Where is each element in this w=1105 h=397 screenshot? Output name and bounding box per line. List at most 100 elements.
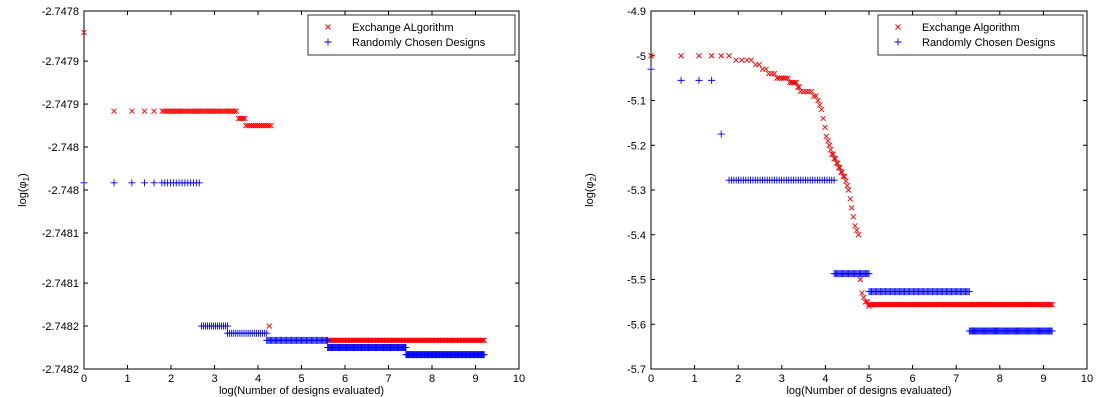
data-point <box>648 52 654 59</box>
y-tick-label: -5 <box>636 51 646 63</box>
y-axis-label-subscript: 2 <box>589 176 598 181</box>
data-point <box>141 108 148 115</box>
data-point <box>860 294 867 301</box>
data-point <box>771 70 778 77</box>
data-point <box>796 84 803 90</box>
legend-entry: Exchange ALgorithm <box>352 22 454 34</box>
data-point <box>852 222 858 229</box>
y-tick-label: -5.6 <box>627 319 646 331</box>
y-tick-label: -5.3 <box>627 185 646 197</box>
y-tick-label: -2.748 <box>48 142 79 154</box>
data-point <box>803 88 810 95</box>
data-point <box>833 160 840 166</box>
data-point <box>756 61 762 68</box>
plot-area <box>83 10 520 370</box>
y-tick-label: -2.7482 <box>42 321 79 333</box>
legend: Exchange ALgorithm Randomly Chosen Design… <box>307 14 516 56</box>
y-tick-label: -5.1 <box>627 96 646 108</box>
data-point <box>481 337 488 344</box>
data-point <box>830 151 837 158</box>
data-point <box>838 169 844 175</box>
data-point <box>839 169 845 175</box>
data-point <box>829 151 835 158</box>
y-axis-label-end: ) <box>584 173 596 177</box>
x-axis-label: log(Number of designs evaluated) <box>219 385 384 397</box>
data-point <box>695 76 703 84</box>
data-point <box>738 57 745 64</box>
data-point <box>110 179 118 187</box>
data-point <box>820 115 827 122</box>
legend-marker <box>325 24 331 30</box>
x-tick-label: 3 <box>211 373 217 385</box>
data-point <box>748 57 755 64</box>
data-point <box>816 102 823 108</box>
data-point <box>151 108 157 115</box>
data-point <box>774 75 780 81</box>
data-point <box>129 108 135 115</box>
x-tick-label: 2 <box>735 373 741 385</box>
y-tick-label: -2.7479 <box>42 56 79 68</box>
y-tick-label: -2.748 <box>48 185 79 197</box>
data-point <box>324 336 332 344</box>
data-point <box>850 214 857 220</box>
x-tick-label: 0 <box>648 373 654 385</box>
x-tick-label: 4 <box>822 373 828 385</box>
y-axis-label-end: ) <box>17 173 29 177</box>
y-axis-label-subscript: 1 <box>22 176 31 181</box>
data-point <box>822 124 828 131</box>
y-tick-label: -2.7481 <box>42 228 79 240</box>
data-point <box>965 288 973 296</box>
x-tick-label: 7 <box>385 373 391 385</box>
data-point <box>677 76 685 84</box>
data-point <box>836 164 843 171</box>
x-tick-label: 8 <box>997 373 1003 385</box>
data-point <box>785 75 791 81</box>
data-point <box>831 155 837 162</box>
x-tick-label: 6 <box>910 373 916 385</box>
data-point <box>224 322 232 330</box>
x-tick-label: 6 <box>342 373 348 385</box>
chart-panel-1: 0 1 2 3 4 5 6 7 8 9 10 -2.7478 -2.7479 -2.7479 -2.748 -… <box>17 6 525 397</box>
x-tick-label: 4 <box>255 373 261 385</box>
data-point <box>268 122 274 129</box>
data-point <box>696 52 702 59</box>
data-point <box>1048 327 1056 335</box>
x-tick-label: 0 <box>81 373 87 385</box>
data-point <box>780 75 787 81</box>
y-axis-label-base: log(φ <box>17 181 29 206</box>
y-tick-label: -5.2 <box>627 140 646 152</box>
data-point <box>263 329 271 337</box>
x-tick-label: 2 <box>168 373 174 385</box>
legend-marker <box>895 24 901 30</box>
data-point <box>848 205 855 211</box>
data-point <box>859 290 865 296</box>
plot-area <box>650 10 1088 370</box>
y-tick-label: -4.9 <box>627 6 646 18</box>
x-tick-label: 3 <box>779 373 785 385</box>
y-axis-label: log(φ1) <box>17 173 31 207</box>
data-point <box>830 176 838 184</box>
data-point <box>763 66 769 72</box>
data-point <box>231 108 238 115</box>
data-point <box>834 160 841 166</box>
data-point <box>806 88 812 95</box>
data-point <box>840 173 847 180</box>
data-point <box>726 52 732 59</box>
data-point <box>845 187 852 193</box>
y-tick-label: -2.7482 <box>42 364 79 376</box>
data-point <box>733 57 739 64</box>
legend-entry: Exchange Algorithm <box>922 22 1020 34</box>
data-point <box>402 344 410 352</box>
data-point <box>843 178 849 184</box>
data-point <box>266 323 273 329</box>
data-point <box>812 93 819 99</box>
data-point <box>865 270 873 278</box>
data-point <box>825 137 831 144</box>
data-point <box>140 179 148 187</box>
y-tick-label: -2.7479 <box>42 99 79 111</box>
data-point <box>853 227 860 234</box>
legend-entry: Randomly Chosen Designs <box>922 37 1056 49</box>
data-point <box>776 75 783 81</box>
data-point <box>862 299 869 305</box>
data-point <box>857 276 864 283</box>
